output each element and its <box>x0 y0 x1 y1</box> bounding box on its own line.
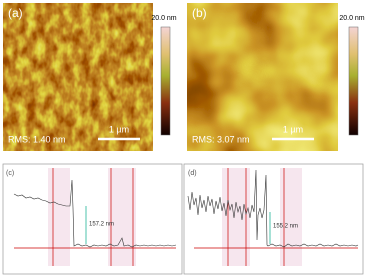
plot-frame <box>183 163 364 275</box>
afm-panel-a: (a) RMS: 1.40 nm 1 µm 20.0 nm <box>3 3 177 151</box>
plot-frame <box>2 163 183 275</box>
colorbar <box>348 26 359 136</box>
panel-label: (a) <box>8 6 23 20</box>
selection-band <box>48 168 70 266</box>
selection-band <box>222 168 250 266</box>
height-annotation: 157.2 nm <box>89 222 114 228</box>
colorbar-label: 20.0 nm <box>151 15 176 22</box>
afm-panel-b: (b) RMS: 3.07 nm 1 µm 20.0 nm <box>187 3 365 151</box>
selection-band <box>108 168 136 266</box>
selection-band <box>280 168 302 266</box>
scale-bar-label: 1 µm <box>283 124 303 134</box>
rms-label: RMS: 1.40 nm <box>8 134 66 144</box>
colorbar <box>160 26 171 136</box>
height-profile <box>13 179 177 248</box>
profile-c: (c) 157.2 nm <box>2 163 183 275</box>
rms-label: RMS: 3.07 nm <box>192 134 250 144</box>
afm-image <box>187 3 338 151</box>
colorbar-label: 20.0 nm <box>339 15 364 22</box>
panel-label: (c) <box>6 170 14 177</box>
panel-label: (d) <box>188 170 197 177</box>
scale-bar-label: 1 µm <box>109 124 129 134</box>
panel-label: (b) <box>192 6 207 20</box>
profile-d: (d) 155.2 nm <box>183 163 364 275</box>
afm-image <box>3 3 153 151</box>
height-annotation: 155.2 nm <box>273 224 298 230</box>
height-profile <box>187 169 359 248</box>
